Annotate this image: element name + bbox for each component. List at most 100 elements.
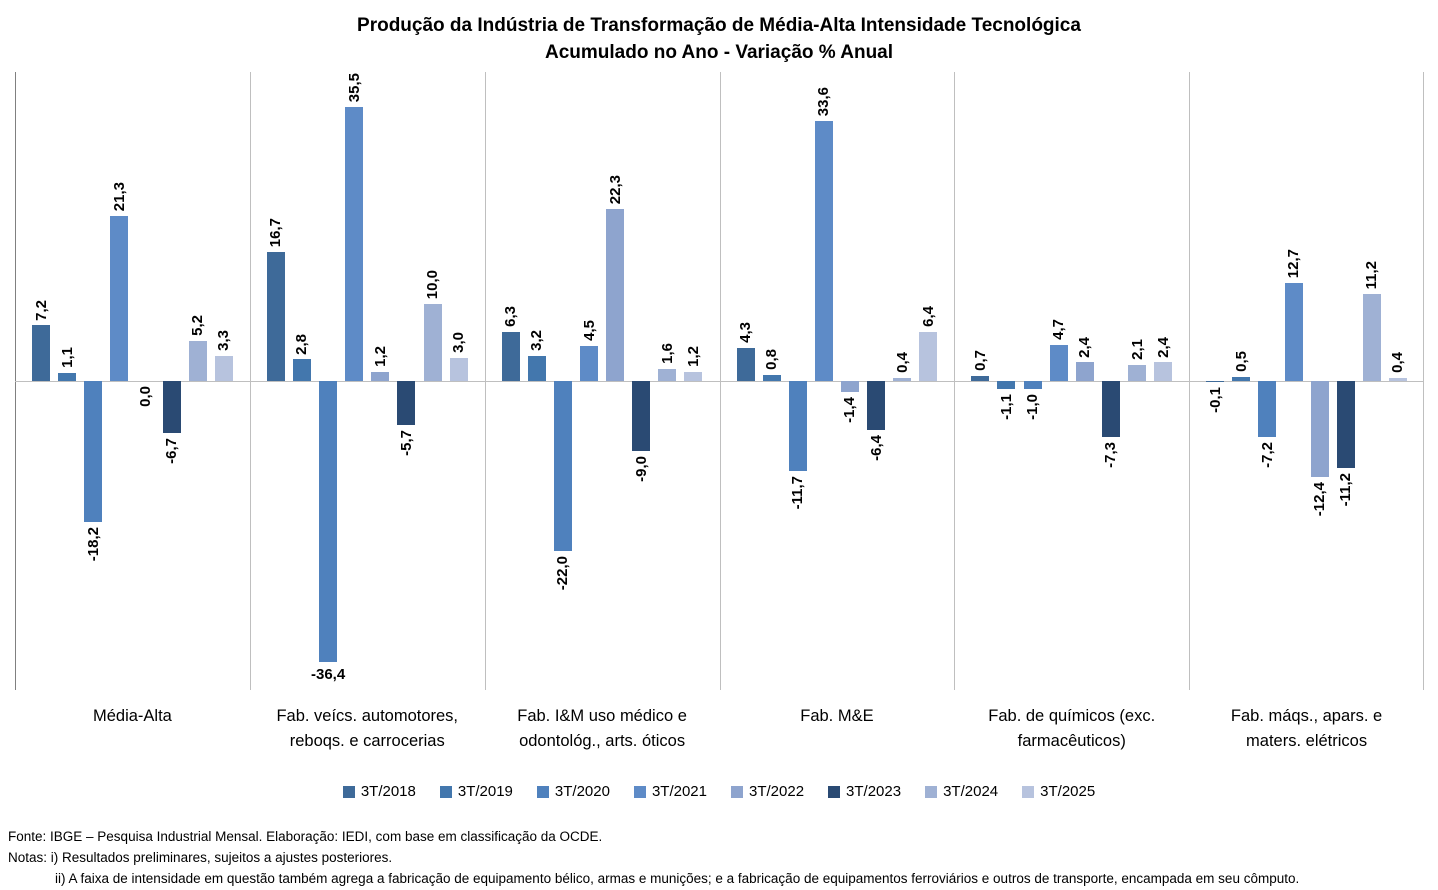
bar-value-label: 22,3 bbox=[606, 174, 624, 204]
bar-value-label: 0,5 bbox=[1232, 351, 1250, 373]
footnotes: Fonte: IBGE – Pesquisa Industrial Mensal… bbox=[8, 826, 1432, 889]
bar-value-label: 21,3 bbox=[110, 182, 128, 212]
legend-label: 3T/2018 bbox=[360, 783, 416, 800]
bar-value-label: 3,2 bbox=[528, 330, 546, 352]
legend-label: 3T/2020 bbox=[554, 783, 610, 800]
plot-area: 7,2 1,1 -18,2 21,3 0,0 -6,7 5,2 3,3 16,7 2,8 -36,4… bbox=[15, 72, 1424, 690]
bar bbox=[1023, 381, 1042, 389]
bar bbox=[893, 377, 912, 381]
bar-value-label: -7,2 bbox=[1258, 441, 1276, 468]
bar-value-label: 0,4 bbox=[893, 352, 911, 373]
note-2: ii) A faixa de intensidade em questão ta… bbox=[55, 871, 1300, 886]
legend-swatch bbox=[633, 785, 646, 798]
bar bbox=[606, 208, 625, 381]
bar-value-label: 2,1 bbox=[1128, 338, 1146, 360]
chart-title-line2: Acumulado no Ano - Variação % Anual bbox=[544, 42, 894, 63]
bar bbox=[684, 371, 703, 381]
legend-label: 3T/2025 bbox=[1040, 783, 1096, 800]
bar-value-label: 7,2 bbox=[32, 299, 50, 321]
bar-value-label: -5,7 bbox=[397, 430, 415, 456]
category-label: Fab. M&E bbox=[800, 707, 874, 725]
bar bbox=[997, 381, 1016, 390]
legend-swatch bbox=[536, 785, 549, 798]
bar-value-label: -22,0 bbox=[554, 555, 572, 591]
category-label: Fab. de químicos (exc. farmacêuticos) bbox=[988, 707, 1156, 750]
legend-item: 3T/2018 bbox=[342, 783, 416, 800]
bar bbox=[58, 372, 77, 381]
bar-value-label: 4,7 bbox=[1050, 318, 1068, 340]
bar-value-label: 16,7 bbox=[267, 217, 285, 247]
bar bbox=[527, 356, 546, 381]
bar-value-label: 3,0 bbox=[450, 331, 468, 353]
bar bbox=[188, 340, 207, 381]
bar bbox=[919, 331, 938, 381]
bar-value-label: -6,4 bbox=[867, 435, 885, 462]
legend-item: 3T/2020 bbox=[536, 783, 610, 800]
bar bbox=[1154, 362, 1173, 381]
bar bbox=[32, 325, 51, 381]
bar-value-label: 3,3 bbox=[215, 329, 233, 351]
legend-swatch bbox=[828, 785, 841, 798]
bar-value-label: 0,7 bbox=[971, 349, 989, 371]
bar-value-label: -6,7 bbox=[163, 437, 181, 464]
bar-value-label: -0,1 bbox=[1206, 386, 1224, 413]
bar bbox=[1206, 381, 1225, 382]
bar bbox=[1336, 381, 1355, 468]
source-note: Fonte: IBGE – Pesquisa Industrial Mensal… bbox=[8, 829, 603, 844]
bar bbox=[1258, 381, 1277, 437]
bar bbox=[1049, 344, 1068, 381]
bar-value-label: 12,7 bbox=[1285, 248, 1303, 278]
bar bbox=[266, 251, 285, 381]
bar-value-label: 2,4 bbox=[1076, 336, 1094, 358]
category-label: Fab. veícs. automotores, reboqs. e carro… bbox=[276, 707, 459, 750]
bar-value-label: 0,4 bbox=[1389, 352, 1407, 373]
legend-item: 3T/2019 bbox=[439, 783, 513, 800]
bar bbox=[84, 381, 103, 522]
legend-item: 3T/2024 bbox=[925, 783, 998, 800]
bar bbox=[1362, 294, 1381, 381]
bar-value-label: -18,2 bbox=[84, 526, 102, 561]
bar bbox=[1075, 362, 1094, 381]
bar bbox=[971, 375, 990, 381]
legend-label: 3T/2019 bbox=[457, 783, 513, 800]
bar-value-label: 2,4 bbox=[1154, 336, 1172, 358]
legend-label: 3T/2023 bbox=[846, 783, 902, 800]
legend-swatch bbox=[1022, 785, 1035, 798]
bar-value-label: -11,2 bbox=[1337, 472, 1355, 506]
category-label: Média-Alta bbox=[92, 707, 172, 725]
bar bbox=[501, 332, 520, 381]
bar-value-label: 1,1 bbox=[58, 346, 76, 368]
bar-value-label: 4,5 bbox=[580, 320, 598, 342]
bar-value-label: -36,4 bbox=[310, 666, 346, 684]
bar bbox=[580, 346, 599, 381]
bar bbox=[658, 368, 677, 381]
legend-item: 3T/2022 bbox=[731, 783, 804, 800]
zero-line bbox=[15, 381, 1424, 382]
bar-value-label: 0,8 bbox=[763, 348, 781, 370]
bar bbox=[736, 347, 755, 381]
bar bbox=[371, 371, 390, 381]
legend-label: 3T/2022 bbox=[749, 783, 805, 800]
bar-value-label: 1,2 bbox=[684, 345, 702, 367]
legend-item: 3T/2023 bbox=[828, 783, 901, 800]
bar bbox=[1388, 377, 1407, 381]
legend-label: 3T/2024 bbox=[943, 783, 999, 800]
bar-value-label: 2,8 bbox=[293, 333, 311, 355]
legend-swatch bbox=[925, 785, 938, 798]
bar bbox=[788, 381, 807, 472]
note-1: Notas: i) Resultados preliminares, sujei… bbox=[8, 850, 393, 865]
chart-title: Produção da Indústria de Transformação d… bbox=[0, 12, 1438, 66]
legend-item: 3T/2025 bbox=[1022, 783, 1095, 800]
bar bbox=[110, 216, 129, 381]
bar-value-label: -1,0 bbox=[1024, 393, 1042, 420]
bar-value-label: 33,6 bbox=[815, 87, 833, 117]
bar-value-label: 1,2 bbox=[371, 345, 389, 367]
bar bbox=[1101, 381, 1120, 438]
chart-title-line1: Produção da Indústria de Transformação d… bbox=[357, 15, 1081, 36]
bar-value-label: -12,4 bbox=[1311, 481, 1329, 516]
legend-item: 3T/2021 bbox=[633, 783, 707, 800]
bar bbox=[214, 355, 233, 381]
bar bbox=[292, 359, 311, 381]
bar bbox=[553, 381, 572, 551]
bar-value-label: 6,4 bbox=[919, 305, 937, 327]
